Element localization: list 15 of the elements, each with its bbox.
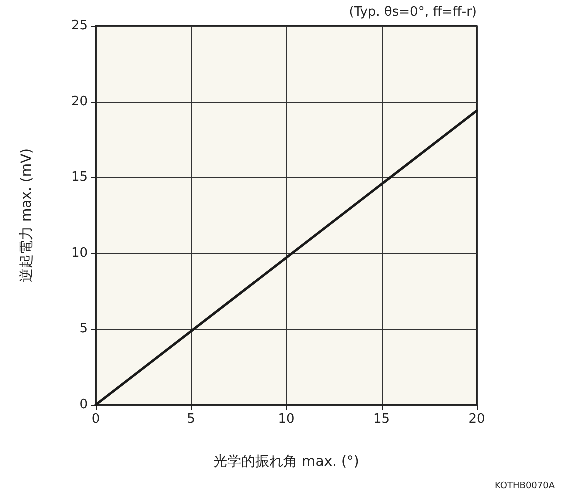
- y-tick-label: 25: [71, 18, 88, 34]
- x-tick-label: 5: [187, 412, 196, 427]
- x-tick-label: 0: [92, 412, 100, 427]
- x-tick-label: 20: [468, 412, 486, 427]
- y-tick-label: 15: [71, 170, 88, 186]
- x-tick-label: 15: [373, 412, 390, 427]
- text: KOTHB0070A: [495, 482, 556, 492]
- y-tick-label: 0: [80, 398, 88, 412]
- text: (Typ. θs=0°, ff=ff-r): [349, 5, 477, 20]
- x-axis-title: 光学的振れ角 max. (°): [214, 454, 360, 470]
- x-tick-label: 10: [278, 412, 295, 427]
- y-tick-label: 10: [71, 246, 88, 261]
- y-tick-label: 20: [71, 94, 88, 110]
- y-axis-title: 逆起電力 max. (mV): [19, 148, 35, 282]
- y-tick-label: 5: [80, 322, 88, 337]
